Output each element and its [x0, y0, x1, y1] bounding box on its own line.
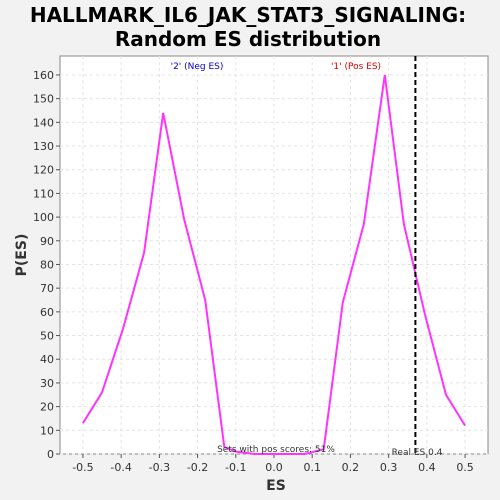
y-tick-label: 10 — [40, 424, 54, 437]
y-tick-label: 70 — [40, 282, 54, 295]
y-axis-label: P(ES) — [14, 234, 30, 277]
x-tick-label: 0.2 — [342, 461, 360, 474]
x-tick-label: -0.2 — [187, 461, 208, 474]
axis-ticks: 0 10 20 30 40 50 60 70 80 90 100 110 120 130 140 150 160… — [33, 69, 474, 474]
y-tick-label: 100 — [33, 211, 54, 224]
x-tick-label: -0.4 — [110, 461, 131, 474]
chart-title-line2: Random ES distribution — [115, 27, 381, 51]
neg-es-label: '2' (Neg ES) — [171, 62, 224, 72]
y-tick-label: 160 — [33, 69, 54, 82]
x-tick-label: -0.1 — [225, 461, 246, 474]
y-tick-label: 90 — [40, 235, 54, 248]
y-tick-label: 120 — [33, 164, 54, 177]
x-tick-label: -0.3 — [149, 461, 170, 474]
pos-es-label: '1' (Pos ES) — [331, 62, 381, 72]
y-tick-label: 50 — [40, 330, 54, 343]
x-tick-label: 0.4 — [418, 461, 436, 474]
chart-title-line1: HALLMARK_IL6_JAK_STAT3_SIGNALING: — [30, 3, 466, 27]
sets-with-pos-scores: Sets with pos scores: 51% — [217, 445, 335, 455]
x-tick-label: 0.1 — [303, 461, 321, 474]
y-tick-label: 80 — [40, 258, 54, 271]
x-axis-label: ES — [266, 478, 286, 494]
grid — [60, 56, 488, 455]
x-tick-label: 0.0 — [265, 461, 283, 474]
y-tick-label: 110 — [33, 187, 54, 200]
x-tick-label: 0.3 — [380, 461, 398, 474]
x-tick-label: -0.5 — [72, 461, 93, 474]
y-tick-label: 60 — [40, 306, 54, 319]
y-tick-label: 140 — [33, 116, 54, 129]
y-tick-label: 150 — [33, 93, 54, 106]
y-tick-label: 40 — [40, 353, 54, 366]
y-tick-label: 20 — [40, 401, 54, 414]
es-distribution-line — [82, 74, 466, 455]
real-es-label: Real ES 0.4 — [392, 448, 443, 458]
y-tick-label: 30 — [40, 377, 54, 390]
y-tick-label: 130 — [33, 140, 54, 153]
x-tick-label: 0.5 — [456, 461, 474, 474]
y-tick-label: 0 — [47, 448, 54, 461]
